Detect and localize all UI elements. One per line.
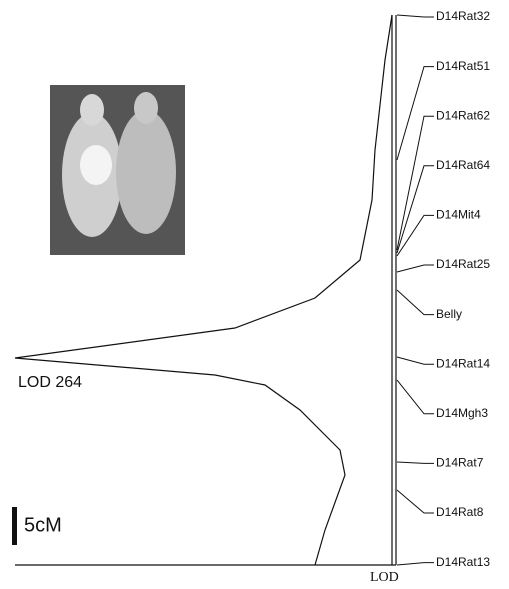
marker-connector	[396, 115, 434, 251]
marker-connector	[396, 356, 434, 365]
marker-connector	[396, 489, 434, 514]
axis-label: LOD	[370, 570, 399, 585]
marker-label: D14Rat64	[436, 158, 490, 172]
marker-connector	[396, 165, 434, 254]
marker-label: D14Rat62	[436, 108, 490, 122]
marker-connector	[396, 14, 434, 18]
marker-connector	[396, 214, 434, 257]
marker-label: D14Rat25	[436, 257, 490, 271]
peak-label: LOD 264	[18, 374, 82, 391]
marker-label: Belly	[436, 307, 462, 321]
marker-list: D14Rat32 D14Rat51 D14Rat62 D14Rat64 D14Mit4 D…	[396, 9, 490, 569]
marker-label: D14Rat51	[436, 59, 490, 73]
photo	[50, 85, 185, 255]
marker-connector	[396, 289, 434, 316]
scale-bar	[12, 507, 17, 545]
marker-label: D14Rat7	[436, 456, 484, 470]
marker-label: D14Rat8	[436, 505, 484, 519]
marker-label: D14Rat13	[436, 555, 490, 569]
marker-connector	[396, 264, 434, 273]
marker-label: D14Rat32	[436, 9, 490, 23]
lod-curve	[14, 14, 393, 566]
marker-label: D14Mgh3	[436, 406, 488, 420]
scale-label: 5cM	[24, 514, 62, 536]
marker-connector	[396, 562, 434, 566]
marker-label: D14Mit4	[436, 208, 481, 222]
marker-label: D14Rat14	[436, 356, 490, 370]
marker-connector	[396, 379, 434, 415]
chromosome	[15, 15, 397, 566]
marker-connector	[396, 66, 434, 161]
marker-connector	[396, 461, 434, 464]
